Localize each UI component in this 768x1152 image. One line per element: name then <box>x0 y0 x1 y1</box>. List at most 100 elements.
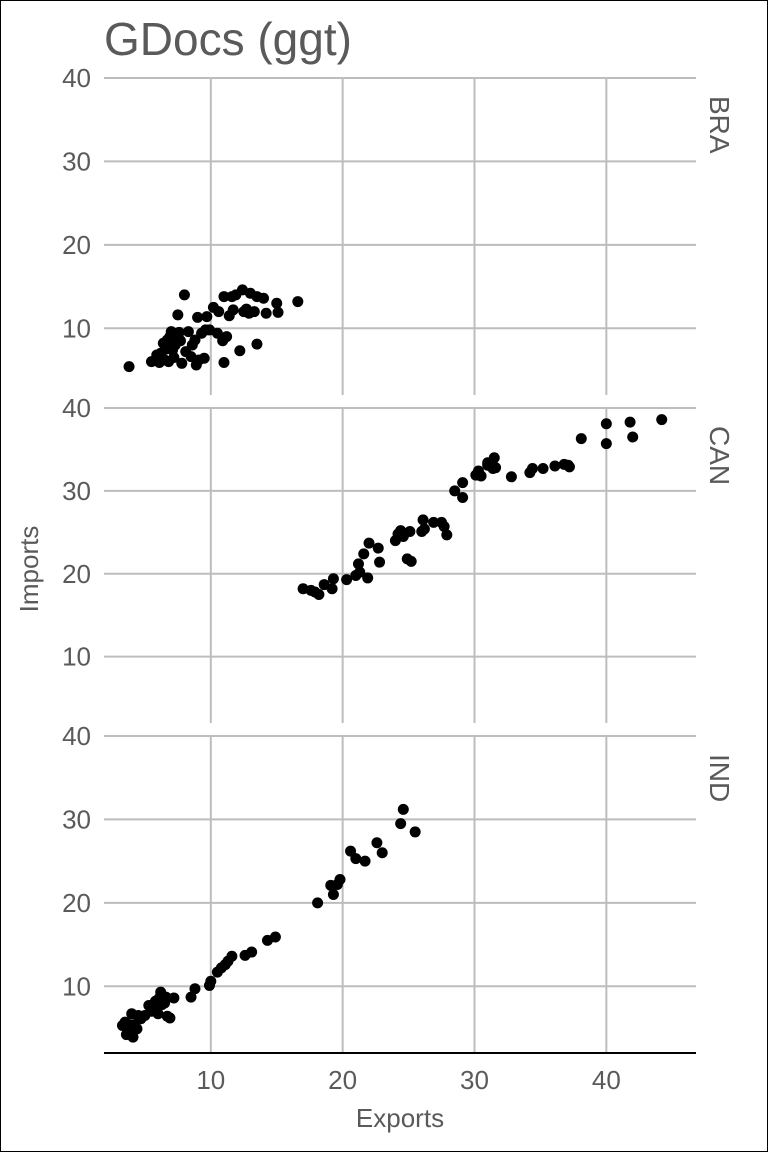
x-tick-label: 10 <box>196 1065 225 1095</box>
y-axis-label: Imports <box>14 526 44 613</box>
data-point <box>505 471 517 483</box>
data-point <box>656 414 668 426</box>
data-point <box>182 326 194 338</box>
data-point <box>327 889 339 900</box>
data-point <box>359 855 371 867</box>
data-point <box>563 461 575 473</box>
data-point <box>164 1012 176 1024</box>
x-tick-label: 30 <box>460 1065 489 1095</box>
data-point <box>173 326 185 338</box>
data-point <box>176 357 188 369</box>
data-point <box>258 292 270 304</box>
data-point <box>292 296 304 308</box>
data-point <box>152 1008 164 1020</box>
data-point <box>490 462 502 474</box>
data-point <box>312 897 324 909</box>
data-point <box>160 991 172 1003</box>
data-point <box>327 573 339 585</box>
data-point <box>358 548 370 560</box>
y-tick-label: 40 <box>62 393 91 423</box>
data-point <box>438 521 450 533</box>
data-point <box>178 289 190 301</box>
data-point <box>362 572 374 584</box>
facet-strip-label: CAN <box>704 426 735 485</box>
data-point <box>165 326 177 338</box>
y-tick-label: 10 <box>62 971 91 1001</box>
data-point <box>627 431 639 443</box>
x-axis-label: Exports <box>356 1103 444 1133</box>
data-point <box>395 818 407 830</box>
data-point <box>174 335 186 347</box>
y-tick-label: 30 <box>62 146 91 176</box>
x-tick-label: 40 <box>592 1065 621 1095</box>
data-point <box>185 991 197 1003</box>
facet-panels: 10 20 30 40 BRA 10 20 30 40 CAN 10 20 30 40 IND <box>62 63 735 1053</box>
x-tick-label: 20 <box>328 1065 357 1095</box>
data-point <box>234 345 246 357</box>
data-point <box>441 529 453 541</box>
y-tick-label: 20 <box>62 230 91 260</box>
data-point <box>205 975 217 987</box>
data-point <box>418 523 430 535</box>
data-point <box>549 460 561 472</box>
y-tick-label: 20 <box>62 888 91 918</box>
data-point <box>168 351 180 363</box>
data-point <box>405 555 417 567</box>
data-point <box>313 589 325 601</box>
data-point <box>371 837 383 849</box>
facet-panel-bra: 10 20 30 40 BRA <box>62 63 735 395</box>
data-point <box>272 306 284 318</box>
data-point <box>409 826 421 838</box>
data-point <box>600 418 612 430</box>
data-point <box>341 574 353 586</box>
data-point <box>363 537 375 549</box>
data-point <box>457 477 469 489</box>
data-point <box>248 306 260 318</box>
data-point <box>537 463 549 475</box>
data-point <box>372 542 384 554</box>
data-point <box>271 297 283 309</box>
data-point <box>226 950 238 962</box>
data-point <box>260 307 272 319</box>
data-point <box>227 304 239 316</box>
data-point <box>246 946 258 958</box>
data-point <box>457 492 469 504</box>
data-point <box>172 309 184 321</box>
data-point <box>326 583 338 595</box>
facet-panel-ind: 10 20 30 40 IND <box>62 721 735 1053</box>
data-point <box>201 311 213 323</box>
data-point <box>168 992 180 1004</box>
data-point <box>417 514 429 526</box>
y-tick-label: 40 <box>62 63 91 93</box>
data-point <box>131 1023 143 1035</box>
data-point <box>575 433 587 445</box>
data-point <box>192 311 204 323</box>
data-point <box>350 853 362 865</box>
data-point <box>218 356 230 368</box>
y-tick-label: 10 <box>62 313 91 343</box>
data-point <box>428 516 440 528</box>
y-tick-label: 30 <box>62 476 91 506</box>
facet-panel-can: 10 20 30 40 CAN <box>62 393 735 723</box>
x-axis: 10 20 30 40 <box>104 1052 696 1095</box>
data-point <box>374 556 386 568</box>
data-point <box>352 558 364 570</box>
y-tick-label: 30 <box>62 804 91 834</box>
data-point <box>488 452 500 464</box>
y-tick-label: 10 <box>62 642 91 672</box>
y-tick-label: 20 <box>62 559 91 589</box>
data-point <box>251 338 263 350</box>
data-point <box>198 352 210 364</box>
data-point <box>624 416 636 428</box>
data-point <box>334 873 346 885</box>
facet-strip-label: IND <box>704 754 735 802</box>
data-point <box>127 1031 139 1043</box>
data-point <box>269 931 281 943</box>
data-point <box>221 331 233 343</box>
chart-title: GDocs (ggt) <box>104 13 352 65</box>
data-point <box>123 361 135 373</box>
data-point <box>397 803 409 815</box>
data-point <box>376 847 388 859</box>
data-point <box>600 438 612 450</box>
